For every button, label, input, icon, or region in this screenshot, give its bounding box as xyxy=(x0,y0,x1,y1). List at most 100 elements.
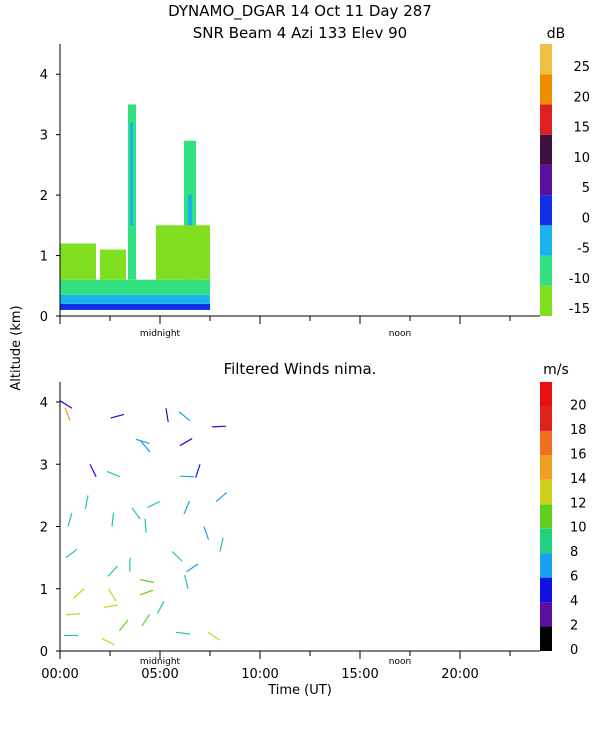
wind-barb xyxy=(172,551,182,561)
snr-region xyxy=(130,123,133,226)
snr-colorbar-label: -15 xyxy=(569,302,590,317)
wind-barb xyxy=(110,414,124,418)
wind-barb xyxy=(66,614,80,615)
wind-colorbar-swatch xyxy=(540,431,552,455)
wind-barb xyxy=(119,620,128,631)
wind-colorbar-swatch xyxy=(540,578,552,602)
wind-barb xyxy=(166,408,168,422)
snr-colorbar-swatch xyxy=(540,286,552,316)
snr-colorbar-label: 0 xyxy=(582,211,590,226)
wind-barb xyxy=(212,426,226,427)
snr-region xyxy=(100,250,126,280)
snr-colorbar-unit: dB xyxy=(547,26,566,42)
wind-x-tick-label: 00:00 xyxy=(41,667,78,682)
snr-region xyxy=(156,225,210,279)
wind-barb xyxy=(108,566,118,576)
wind-colorbar-label: 8 xyxy=(570,545,578,560)
wind-colorbar-label: 16 xyxy=(570,447,587,462)
midnight-label: midnight xyxy=(140,329,181,339)
wind-barb xyxy=(66,549,77,557)
wind-barb xyxy=(187,564,198,572)
wind-barb xyxy=(65,408,70,421)
wind-y-tick-label: 4 xyxy=(40,396,48,411)
snr-colorbar-label: 15 xyxy=(573,121,590,136)
snr-y-tick-label: 3 xyxy=(40,129,48,144)
snr-colorbar-label: -10 xyxy=(569,272,590,287)
wind-barb xyxy=(112,513,113,527)
noon-label: noon xyxy=(389,329,411,339)
title-line-1: DYNAMO_DGAR 14 Oct 11 Day 287 xyxy=(168,2,432,21)
snr-heatmap xyxy=(60,104,210,310)
wind-barb xyxy=(147,502,160,508)
snr-colorbar-swatch xyxy=(540,256,552,286)
wind-x-tick-label: 05:00 xyxy=(141,667,178,682)
wind-barb xyxy=(90,464,96,477)
wind-colorbar-label: 12 xyxy=(570,496,587,511)
wind-barb xyxy=(220,538,223,552)
wind-y-tick-label: 2 xyxy=(40,521,48,536)
wind-x-tick-label: 20:00 xyxy=(441,667,478,682)
snr-y-tick-label: 0 xyxy=(40,310,48,325)
wind-colorbar-label: 4 xyxy=(570,594,578,609)
wind-barb xyxy=(60,401,72,408)
snr-x-ticks xyxy=(60,316,510,324)
title-line-2: SNR Beam 4 Azi 133 Elev 90 xyxy=(193,24,407,42)
y-axis-label: Altitude (km) xyxy=(9,305,24,390)
wind-colorbar-label: 20 xyxy=(570,398,587,413)
wind-barb xyxy=(185,575,188,589)
snr-region xyxy=(60,304,210,310)
wind-barb xyxy=(176,632,190,634)
wind-y-tick-label: 1 xyxy=(40,583,48,598)
snr-y-tick-label: 2 xyxy=(40,189,48,204)
wind-barb xyxy=(196,464,200,477)
wind-barb xyxy=(140,580,154,583)
snr-region xyxy=(60,280,210,295)
snr-colorbar-label: 5 xyxy=(582,181,590,196)
wind-barb xyxy=(104,605,118,607)
wind-barb xyxy=(142,614,150,626)
snr-colorbar-label: -5 xyxy=(577,242,590,257)
snr-colorbar-swatch xyxy=(540,104,552,134)
wind-barb xyxy=(180,439,192,446)
wind-colorbar-swatch xyxy=(540,627,552,651)
wind-barb xyxy=(68,513,72,526)
snr-colorbar-swatch xyxy=(540,135,552,165)
wind-barbs xyxy=(60,401,227,645)
snr-colorbar-swatch xyxy=(540,225,552,255)
wind-barb xyxy=(145,519,146,533)
wind-colorbar-swatch xyxy=(540,382,552,406)
snr-colorbar-label: 10 xyxy=(573,151,590,166)
wind-barb xyxy=(184,501,189,514)
wind-barb xyxy=(107,471,120,476)
wind-y-ticks: 0 1 2 3 4 xyxy=(40,396,60,660)
snr-colorbar-swatch xyxy=(540,44,552,74)
wind-colorbar-unit: m/s xyxy=(543,362,569,378)
wind-colorbar-label: 6 xyxy=(570,570,578,585)
snr-colorbar-swatch xyxy=(540,74,552,104)
wind-barb xyxy=(74,589,84,598)
snr-y-tick-label: 4 xyxy=(40,68,48,83)
wind-colorbar-label: 10 xyxy=(570,521,587,536)
wind-colorbar-label: 18 xyxy=(570,423,587,438)
noon-label: noon xyxy=(389,657,411,667)
snr-colorbar-swatch xyxy=(540,165,552,195)
wind-colorbar-swatch xyxy=(540,504,552,528)
wind-y-tick-label: 3 xyxy=(40,458,48,473)
wind-panel-title: Filtered Winds nima. xyxy=(224,360,377,378)
wind-barb xyxy=(109,589,116,601)
snr-colorbar-label: 25 xyxy=(573,60,590,75)
wind-barb xyxy=(132,508,140,519)
wind-colorbar-label: 2 xyxy=(570,619,578,634)
wind-y-tick-label: 0 xyxy=(40,645,48,660)
wind-x-tick-label: 10:00 xyxy=(241,667,278,682)
wind-colorbar-label: 14 xyxy=(570,472,587,487)
wind-colorbar-swatch xyxy=(540,480,552,504)
wind-colorbar-swatch xyxy=(540,602,552,626)
wind-barb xyxy=(85,495,88,509)
wind-x-tick-label: 15:00 xyxy=(341,667,378,682)
wind-barb xyxy=(102,639,114,645)
